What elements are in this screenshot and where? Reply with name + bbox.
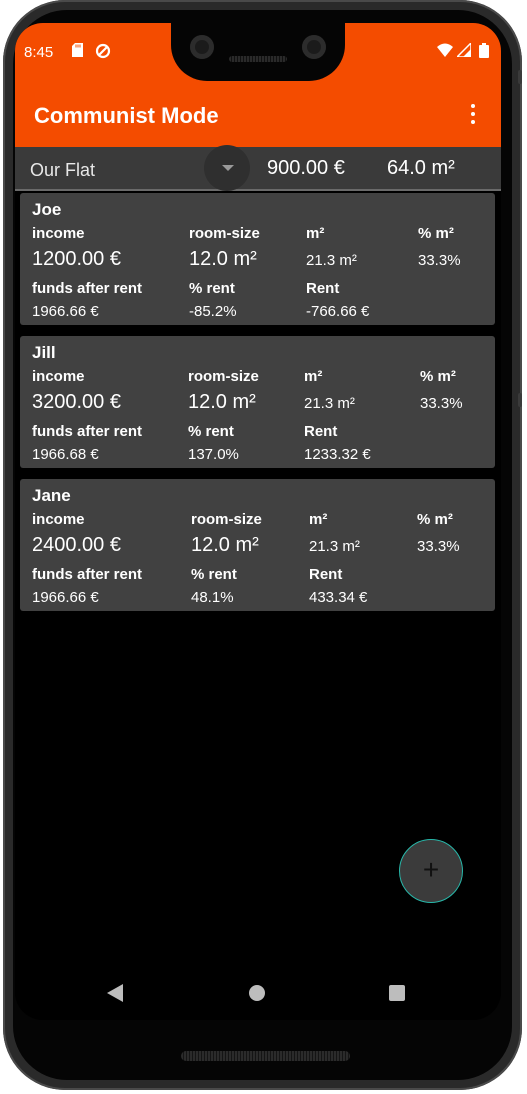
rent-value: -766.66 € [306,303,370,320]
funds-after-rent-label: funds after rent [32,423,143,440]
income-label: income [32,225,85,242]
side-button [518,70,522,84]
recents-icon[interactable] [389,985,405,1001]
funds-after-rent-value: 1966.66 € [32,589,99,606]
funds-after-rent-label: funds after rent [32,566,143,583]
sync-icon [95,43,111,62]
back-icon[interactable] [107,984,123,1002]
flat-area: 64.0 m² [387,157,455,179]
pct-rent-value: 137.0% [188,446,239,463]
person-card[interactable]: Joe income room-size m² % m² 1200.00 € 1… [20,193,495,325]
rent-value: 1233.32 € [304,446,371,463]
funds-after-rent-label: funds after rent [32,280,143,297]
pct-rent-value: -85.2% [189,303,237,320]
front-camera [302,35,326,59]
person-name: Jill [32,343,56,362]
signal-icon [455,41,472,60]
income-value[interactable]: 3200.00 € [32,391,121,413]
bottom-speaker [181,1051,350,1061]
room-size-label: room-size [188,368,259,385]
m2-value: 21.3 m² [304,395,355,412]
pct-m2-value: 33.3% [418,252,461,269]
income-value[interactable]: 1200.00 € [32,248,121,270]
home-icon[interactable] [249,985,265,1001]
battery-icon [479,43,489,61]
flat-name: Our Flat [30,160,96,180]
funds-after-rent-value: 1966.68 € [32,446,99,463]
room-size-label: room-size [189,225,260,242]
pct-m2-label: % m² [418,225,454,242]
pct-m2-value: 33.3% [417,538,460,555]
more-vert-icon[interactable] [467,103,479,127]
wifi-icon [437,43,453,60]
earpiece-speaker [229,56,287,62]
volume-button [518,393,522,407]
income-label: income [32,368,85,385]
pct-m2-label: % m² [417,511,453,528]
app-title: Communist Mode [34,103,219,128]
room-size-label: room-size [191,511,262,528]
front-camera [190,35,214,59]
rent-label: Rent [309,566,343,583]
m2-label: m² [309,511,328,528]
m2-value: 21.3 m² [309,538,360,555]
pct-rent-label: % rent [188,423,234,440]
flat-dropdown-button[interactable] [204,145,250,191]
room-size-value[interactable]: 12.0 m² [189,248,257,270]
rent-value: 433.34 € [309,589,368,606]
flat-summary-bar: Our Flat 900.00 € 64.0 m² [15,145,501,191]
income-value[interactable]: 2400.00 € [32,534,121,556]
pct-rent-value: 48.1% [191,589,234,606]
pct-m2-value: 33.3% [420,395,463,412]
add-icon: + [422,854,440,885]
pct-rent-label: % rent [189,280,235,297]
flat-rent: 900.00 € [267,157,345,179]
m2-label: m² [304,368,323,385]
m2-value: 21.3 m² [306,252,357,269]
navigation-bar [15,963,501,1020]
room-size-value[interactable]: 12.0 m² [191,534,259,556]
person-card[interactable]: Jane income room-size m² % m² 2400.00 € … [20,479,495,611]
room-size-value[interactable]: 12.0 m² [188,391,256,413]
m2-label: m² [306,225,325,242]
screen: 8:45 Communist Mode Our Flat 900.00 € 64… [15,23,501,1020]
pct-rent-label: % rent [191,566,237,583]
person-name: Jane [32,486,71,505]
camera-notch [171,23,345,81]
sd-card-icon [72,43,83,60]
funds-after-rent-value: 1966.66 € [32,303,99,320]
rent-label: Rent [304,423,338,440]
status-time: 8:45 [24,44,54,61]
person-card[interactable]: Jill income room-size m² % m² 3200.00 € … [20,336,495,468]
add-person-button[interactable]: + [399,839,463,903]
pct-m2-label: % m² [420,368,456,385]
person-name: Joe [32,200,62,219]
rent-label: Rent [306,280,340,297]
income-label: income [32,511,85,528]
app-bar: Communist Mode [15,83,501,147]
